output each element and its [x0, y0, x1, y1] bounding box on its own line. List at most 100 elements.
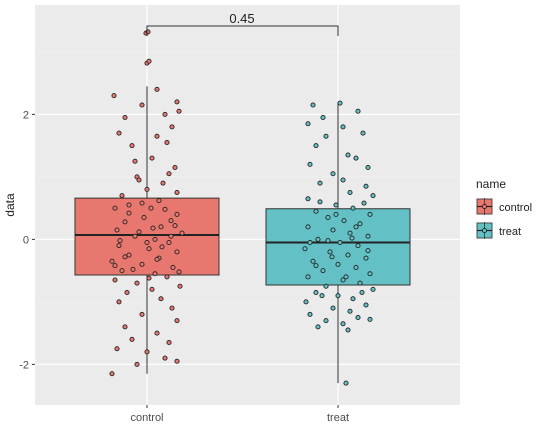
y-tick-label: -2	[19, 359, 29, 371]
data-point	[365, 233, 371, 239]
data-point	[158, 224, 164, 230]
legend-label: treat	[499, 226, 521, 238]
data-point	[353, 224, 359, 230]
data-point	[327, 249, 333, 255]
y-axis-title: data	[3, 193, 17, 217]
data-point	[149, 155, 155, 161]
data-point	[174, 189, 180, 196]
data-point	[367, 271, 373, 277]
data-point	[126, 210, 132, 216]
data-point	[170, 264, 176, 271]
data-point	[114, 227, 120, 233]
data-point	[305, 121, 311, 127]
data-point	[126, 252, 132, 258]
data-point	[323, 318, 329, 324]
legend: name control treat	[476, 177, 532, 239]
data-point	[146, 275, 152, 281]
data-point	[134, 361, 140, 367]
data-point	[307, 311, 313, 317]
data-point	[164, 139, 170, 146]
data-point	[154, 256, 160, 262]
data-point	[305, 224, 311, 230]
data-point	[126, 202, 132, 208]
data-point	[329, 254, 335, 260]
data-point	[315, 324, 321, 330]
data-point	[355, 108, 361, 114]
data-point	[176, 108, 182, 114]
bracket-line	[146, 25, 339, 36]
data-point	[343, 274, 349, 280]
data-point	[168, 218, 174, 224]
data-point	[129, 336, 135, 342]
data-point	[124, 289, 130, 296]
data-point	[345, 152, 351, 158]
data-point	[154, 86, 160, 92]
data-point	[168, 233, 174, 239]
data-point	[353, 155, 359, 161]
data-point	[176, 269, 182, 275]
data-point	[139, 200, 145, 206]
data-point	[150, 225, 156, 231]
data-point	[302, 246, 308, 252]
data-point	[169, 305, 175, 311]
data-point	[111, 93, 117, 99]
data-point	[363, 183, 369, 189]
data-point	[335, 293, 341, 299]
data-point	[325, 214, 331, 221]
data-point	[154, 330, 160, 336]
data-point	[333, 211, 339, 217]
data-point	[325, 238, 331, 244]
data-point	[134, 280, 140, 286]
data-point	[159, 244, 165, 250]
data-point	[313, 263, 319, 269]
data-point	[166, 171, 172, 177]
data-point	[141, 214, 147, 221]
data-point	[357, 221, 363, 227]
data-point	[162, 206, 168, 212]
data-point	[305, 274, 311, 280]
data-point	[347, 230, 353, 236]
data-point	[370, 286, 376, 292]
data-point	[162, 111, 168, 117]
data-point	[340, 277, 346, 283]
data-point	[109, 371, 115, 377]
data-point	[172, 223, 178, 229]
x-tick-label: treat	[327, 412, 349, 424]
data-point	[349, 235, 355, 241]
data-point	[315, 236, 321, 242]
data-point	[149, 286, 155, 292]
data-point	[179, 230, 185, 236]
data-point	[122, 254, 128, 260]
data-point	[340, 177, 346, 183]
data-point	[313, 289, 319, 296]
data-point	[340, 124, 346, 130]
data-point	[370, 193, 376, 199]
data-point	[122, 114, 128, 121]
data-point	[355, 314, 361, 321]
data-point	[172, 164, 178, 171]
legend-title: name	[476, 177, 506, 191]
y-tick-label: 2	[23, 109, 29, 121]
data-point	[365, 248, 371, 254]
data-point	[169, 124, 175, 130]
data-point	[166, 239, 172, 246]
data-point	[323, 133, 329, 139]
legend-key-point	[481, 203, 488, 210]
data-point	[367, 316, 373, 322]
data-point	[139, 261, 145, 267]
data-point	[166, 339, 172, 346]
data-point	[323, 283, 329, 289]
data-point	[112, 263, 118, 269]
data-point	[319, 293, 325, 299]
data-point	[116, 243, 122, 249]
x-tick-label: control	[130, 412, 163, 424]
data-point	[353, 264, 359, 271]
data-point	[174, 358, 180, 364]
legend-label: control	[499, 202, 532, 214]
data-point	[119, 193, 125, 199]
data-point	[361, 200, 367, 206]
data-point	[117, 238, 123, 244]
data-point	[129, 143, 135, 149]
y-tick-label: 0	[23, 234, 29, 246]
